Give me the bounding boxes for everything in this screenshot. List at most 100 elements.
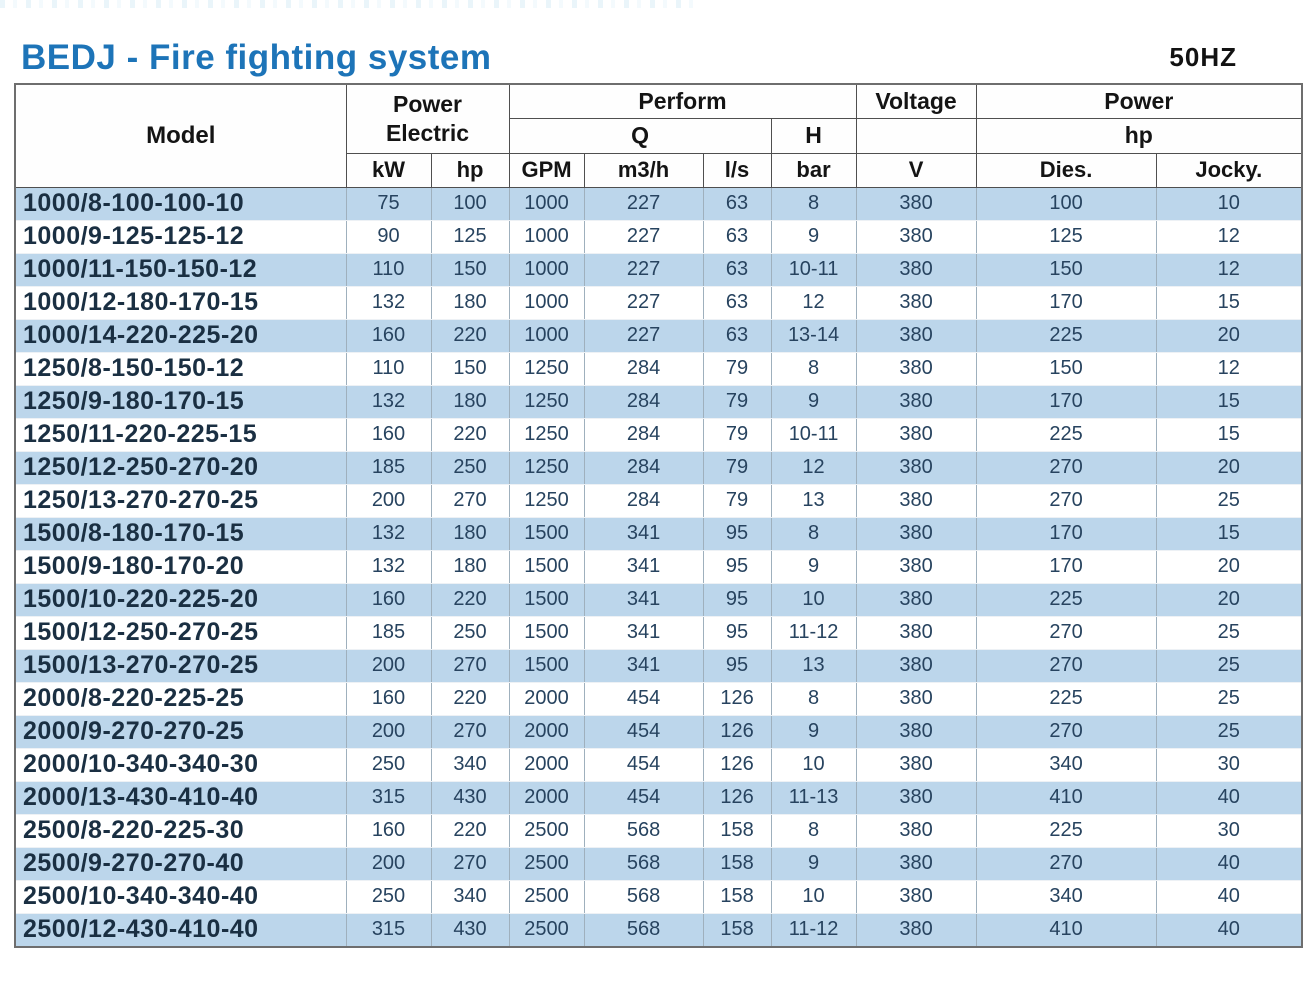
cell-m3h: 227 — [583, 252, 704, 287]
cell-gpm: 1000 — [508, 186, 585, 221]
table-row: 2500/12-430-410-40 315 430 2500 568 158 … — [14, 912, 1303, 948]
cell-m3h: 227 — [583, 186, 704, 221]
cell-jocky: 20 — [1155, 549, 1303, 584]
cell-v: 380 — [855, 285, 977, 320]
cell-gpm: 1000 — [508, 252, 585, 287]
cell-ls: 158 — [702, 846, 772, 881]
cell-dies: 270 — [975, 450, 1157, 485]
cell-bar: 10 — [770, 879, 857, 914]
table-row: 1500/13-270-270-25 200 270 1500 341 95 1… — [14, 648, 1303, 683]
cell-hp: 270 — [430, 846, 510, 881]
cell-m3h: 341 — [583, 516, 704, 551]
cell-m3h: 568 — [583, 813, 704, 848]
table-body: 1000/8-100-100-10 75 100 1000 227 63 8 3… — [14, 186, 1303, 948]
cell-m3h: 227 — [583, 318, 704, 353]
cell-dies: 270 — [975, 483, 1157, 518]
table-row: 1000/14-220-225-20 160 220 1000 227 63 1… — [14, 318, 1303, 353]
cell-ls: 95 — [702, 615, 772, 650]
cell-ls: 63 — [702, 285, 772, 320]
cell-hp: 270 — [430, 483, 510, 518]
cell-hp: 270 — [430, 714, 510, 749]
cell-jocky: 12 — [1155, 351, 1303, 386]
table-row: 2000/9-270-270-25 200 270 2000 454 126 9… — [14, 714, 1303, 749]
cell-gpm: 2000 — [508, 714, 585, 749]
cell-model: 1250/12-250-270-20 — [14, 450, 347, 485]
cell-gpm: 1250 — [508, 483, 585, 518]
cell-model: 2500/8-220-225-30 — [14, 813, 347, 848]
cell-hp: 220 — [430, 582, 510, 617]
cell-kw: 110 — [345, 252, 432, 287]
cell-gpm: 1250 — [508, 351, 585, 386]
cell-model: 1000/11-150-150-12 — [14, 252, 347, 287]
cell-dies: 225 — [975, 813, 1157, 848]
cell-bar: 8 — [770, 681, 857, 716]
table-header: Model Power Electric Perform Voltage Pow… — [14, 83, 1303, 188]
cell-hp: 340 — [430, 747, 510, 782]
cell-dies: 150 — [975, 252, 1157, 287]
header-unit-kw: kW — [345, 152, 432, 188]
cell-v: 380 — [855, 549, 977, 584]
cell-v: 380 — [855, 912, 977, 948]
cell-m3h: 227 — [583, 219, 704, 254]
cell-v: 380 — [855, 384, 977, 419]
cell-m3h: 454 — [583, 714, 704, 749]
cell-gpm: 1000 — [508, 219, 585, 254]
cell-jocky: 20 — [1155, 450, 1303, 485]
cell-bar: 10 — [770, 582, 857, 617]
table-row: 1000/12-180-170-15 132 180 1000 227 63 1… — [14, 285, 1303, 320]
cell-model: 2000/8-220-225-25 — [14, 681, 347, 716]
cell-m3h: 341 — [583, 549, 704, 584]
cell-dies: 410 — [975, 780, 1157, 815]
cell-bar: 8 — [770, 516, 857, 551]
cell-bar: 11-13 — [770, 780, 857, 815]
cell-v: 380 — [855, 813, 977, 848]
cell-kw: 160 — [345, 681, 432, 716]
cell-bar: 12 — [770, 285, 857, 320]
table-row: 2000/13-430-410-40 315 430 2000 454 126 … — [14, 780, 1303, 815]
cell-jocky: 20 — [1155, 582, 1303, 617]
header-unit-gpm: GPM — [508, 152, 585, 188]
cell-dies: 125 — [975, 219, 1157, 254]
cell-ls: 79 — [702, 483, 772, 518]
cell-gpm: 2500 — [508, 813, 585, 848]
cell-ls: 95 — [702, 516, 772, 551]
cell-model: 1500/12-250-270-25 — [14, 615, 347, 650]
cell-dies: 170 — [975, 384, 1157, 419]
cell-jocky: 30 — [1155, 747, 1303, 782]
cell-gpm: 1500 — [508, 582, 585, 617]
cell-hp: 220 — [430, 681, 510, 716]
cell-gpm: 2500 — [508, 912, 585, 948]
cell-bar: 8 — [770, 813, 857, 848]
table-row: 2000/10-340-340-30 250 340 2000 454 126 … — [14, 747, 1303, 782]
cell-kw: 185 — [345, 450, 432, 485]
cell-jocky: 25 — [1155, 615, 1303, 650]
table-row: 1250/11-220-225-15 160 220 1250 284 79 1… — [14, 417, 1303, 452]
cell-kw: 132 — [345, 549, 432, 584]
cell-kw: 132 — [345, 516, 432, 551]
header-voltage: Voltage — [855, 83, 977, 119]
cell-model: 2000/9-270-270-25 — [14, 714, 347, 749]
cell-model: 1000/8-100-100-10 — [14, 186, 347, 221]
cell-bar: 12 — [770, 450, 857, 485]
cell-bar: 9 — [770, 219, 857, 254]
header-voltage-spacer — [855, 117, 977, 154]
cell-jocky: 40 — [1155, 780, 1303, 815]
cell-v: 380 — [855, 351, 977, 386]
cell-gpm: 1500 — [508, 615, 585, 650]
cell-hp: 430 — [430, 912, 510, 948]
header-q: Q — [508, 117, 772, 154]
cell-dies: 225 — [975, 417, 1157, 452]
cell-ls: 95 — [702, 549, 772, 584]
cell-bar: 13-14 — [770, 318, 857, 353]
cell-kw: 200 — [345, 648, 432, 683]
cell-hp: 270 — [430, 648, 510, 683]
cell-ls: 158 — [702, 813, 772, 848]
cell-jocky: 25 — [1155, 648, 1303, 683]
cell-dies: 225 — [975, 681, 1157, 716]
cell-gpm: 1500 — [508, 549, 585, 584]
cell-v: 380 — [855, 252, 977, 287]
cell-gpm: 2500 — [508, 846, 585, 881]
cell-ls: 63 — [702, 186, 772, 221]
header-unit-m3h: m3/h — [583, 152, 704, 188]
cell-hp: 340 — [430, 879, 510, 914]
